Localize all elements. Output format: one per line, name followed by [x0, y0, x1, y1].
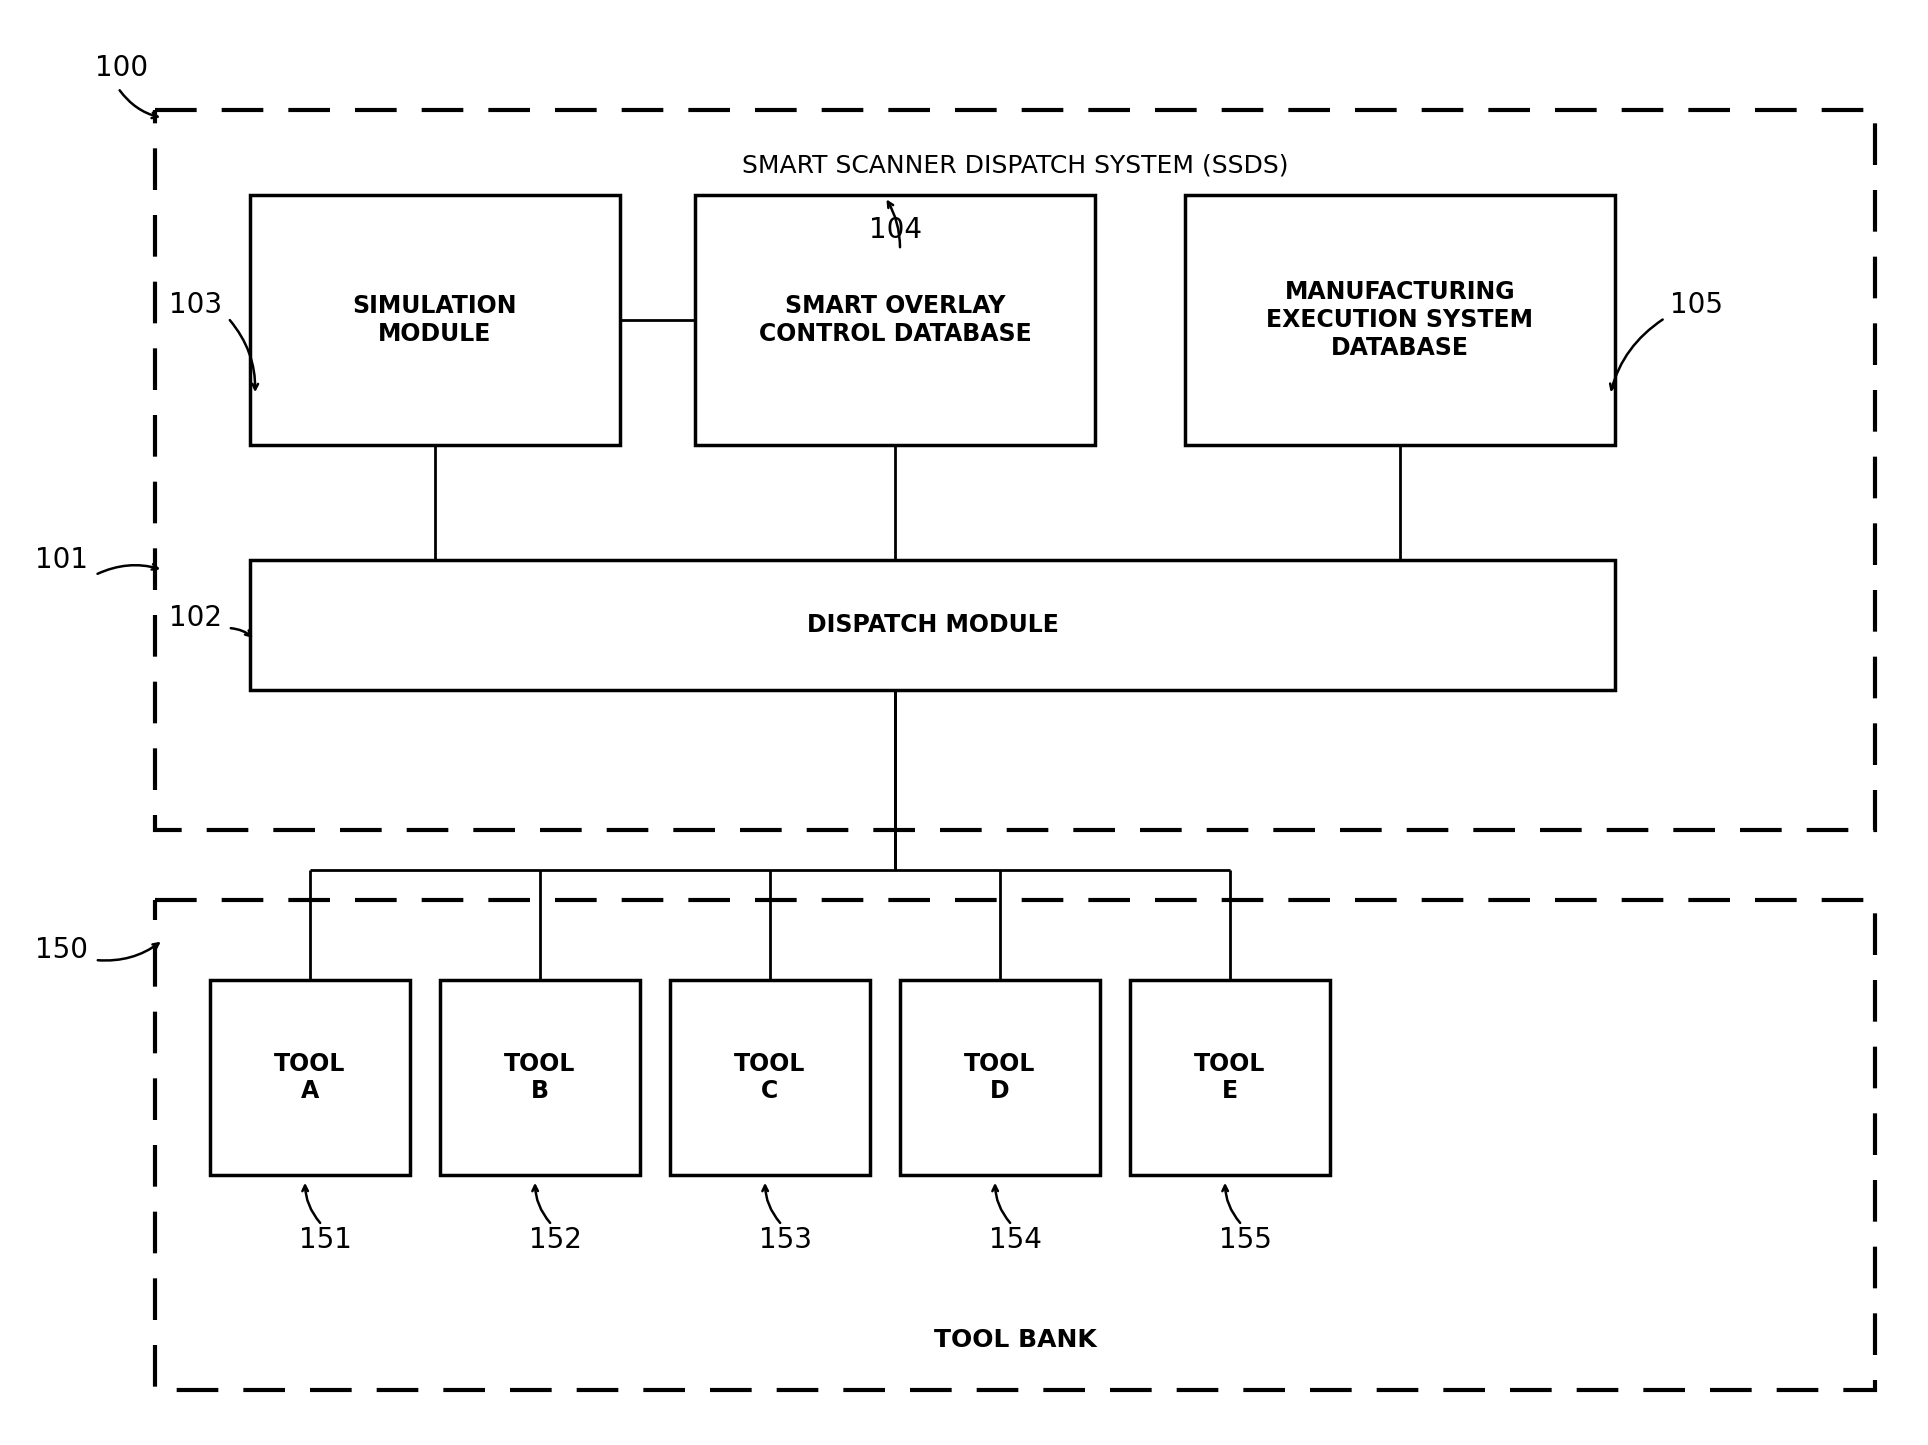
Bar	[440, 980, 640, 1175]
Bar	[1130, 980, 1330, 1175]
Text: 154: 154	[989, 1225, 1041, 1254]
Text: 103: 103	[170, 290, 222, 319]
Bar	[154, 110, 1876, 829]
Text: 105: 105	[1670, 290, 1724, 319]
Text: 150: 150	[35, 936, 89, 964]
Bar	[694, 195, 1095, 445]
Text: SMART SCANNER DISPATCH SYSTEM (SSDS): SMART SCANNER DISPATCH SYSTEM (SSDS)	[742, 153, 1288, 176]
Text: TOOL BANK: TOOL BANK	[933, 1328, 1097, 1353]
Text: SMART OVERLAY
CONTROL DATABASE: SMART OVERLAY CONTROL DATABASE	[758, 295, 1031, 345]
Text: 155: 155	[1218, 1225, 1271, 1254]
Text: TOOL
C: TOOL C	[735, 1052, 806, 1104]
Text: TOOL
B: TOOL B	[505, 1052, 576, 1104]
Text: TOOL
A: TOOL A	[274, 1052, 345, 1104]
Text: TOOL
D: TOOL D	[964, 1052, 1035, 1104]
Text: 104: 104	[868, 215, 922, 244]
Text: 151: 151	[299, 1225, 351, 1254]
Text: TOOL
E: TOOL E	[1193, 1052, 1265, 1104]
Text: DISPATCH MODULE: DISPATCH MODULE	[806, 613, 1058, 637]
Text: 101: 101	[35, 546, 89, 574]
Bar	[900, 980, 1101, 1175]
Bar	[154, 900, 1876, 1390]
Text: MANUFACTURING
EXECUTION SYSTEM
DATABASE: MANUFACTURING EXECUTION SYSTEM DATABASE	[1267, 280, 1533, 360]
Bar	[210, 980, 411, 1175]
Bar	[671, 980, 870, 1175]
Text: 152: 152	[528, 1225, 582, 1254]
Text: SIMULATION
MODULE: SIMULATION MODULE	[353, 295, 517, 345]
Bar	[251, 561, 1616, 691]
Text: 102: 102	[170, 604, 222, 631]
Text: 153: 153	[758, 1225, 812, 1254]
Bar	[1186, 195, 1616, 445]
Bar	[251, 195, 621, 445]
Text: 100: 100	[94, 53, 148, 82]
